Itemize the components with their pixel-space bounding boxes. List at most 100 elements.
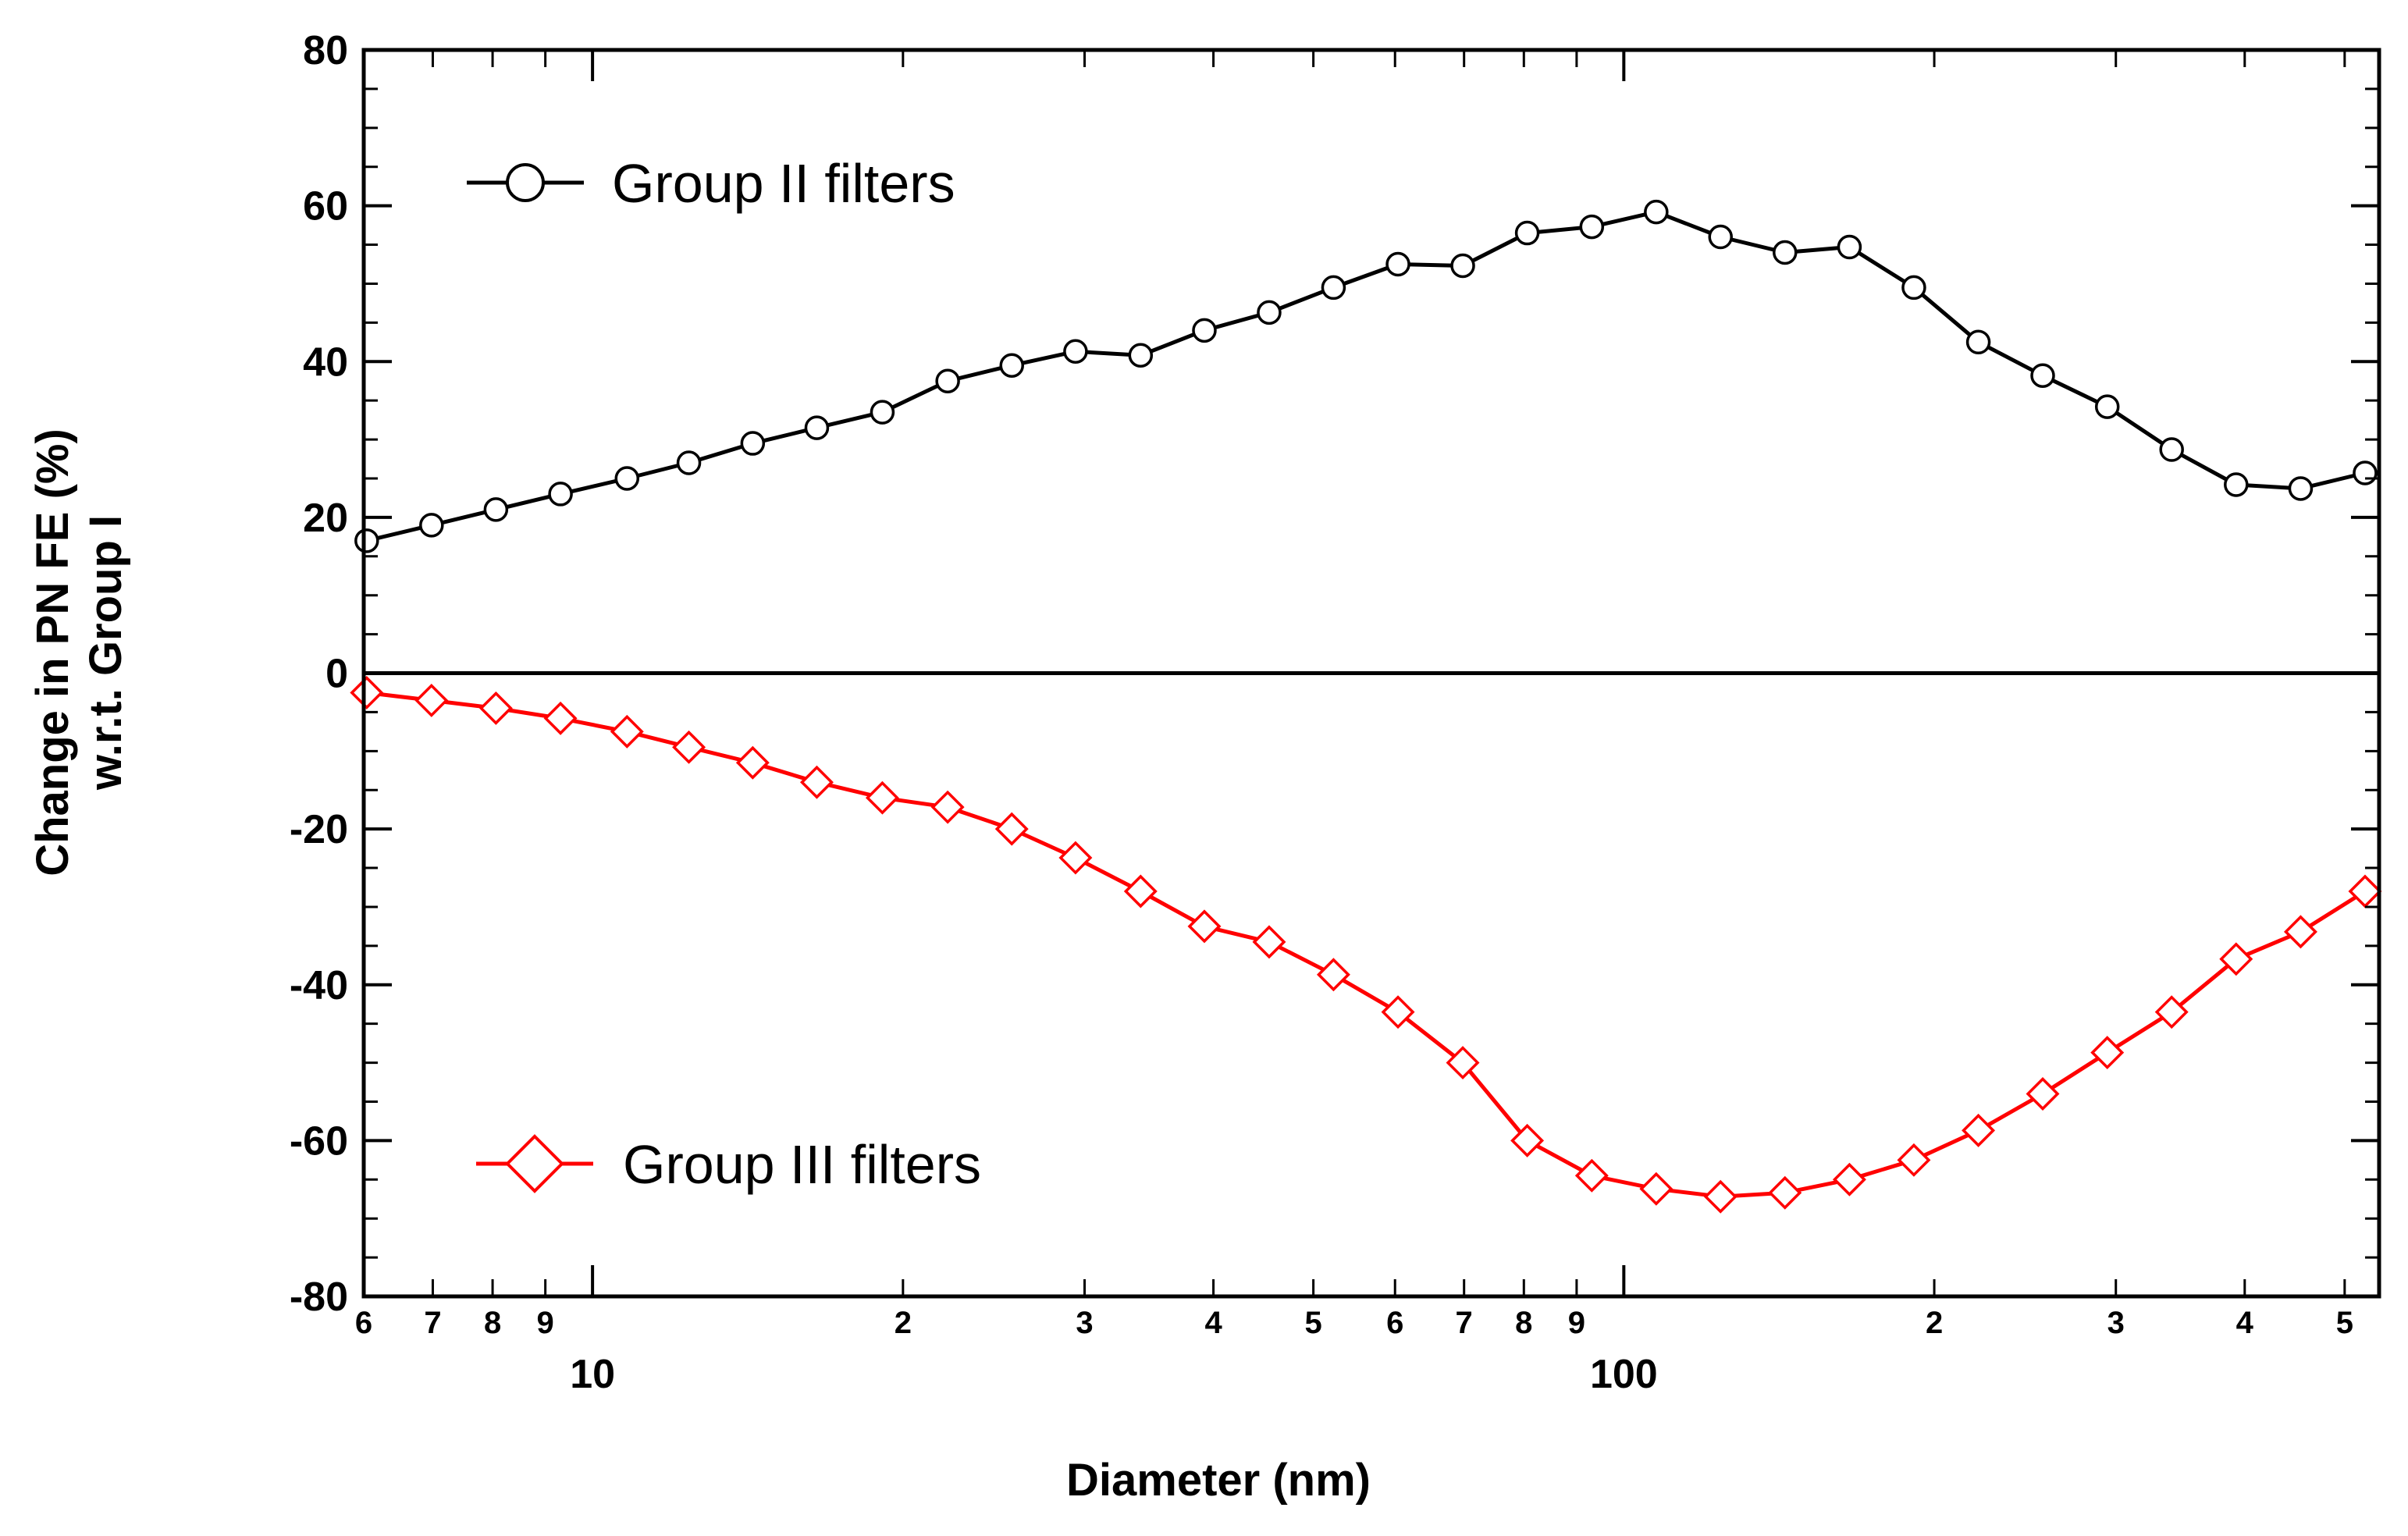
group-iii-filters-point — [1832, 1162, 1866, 1196]
group-iii-filters-point — [1703, 1179, 1738, 1214]
group-iii-filters-point — [414, 683, 449, 717]
y-tick-label: 40 — [303, 340, 348, 385]
group-ii-filters-point — [1514, 220, 1540, 246]
group-iii-filters-point — [350, 675, 384, 709]
group-iii-filters-point — [1316, 958, 1350, 992]
group-ii-filters-point — [870, 400, 895, 425]
group-ii-filters-point — [1450, 253, 1475, 279]
group-ii-filters-point — [999, 353, 1024, 378]
group-iii-filters-point — [1574, 1158, 1609, 1193]
group-iii-filters-point — [478, 691, 513, 725]
group-iii-filters-point — [672, 730, 706, 764]
group-ii-filters-point — [2094, 394, 2120, 419]
group-ii-filters-point — [740, 431, 766, 456]
group-ii-filters-point — [804, 415, 830, 440]
x-major-tick-label: 100 — [1590, 1352, 1658, 1397]
group-iii-filters-point — [1058, 841, 1093, 875]
group-ii-filters-point — [483, 497, 509, 522]
group-ii-filters-point — [419, 513, 444, 538]
x-minor-tick-label: 3 — [2107, 1306, 2125, 1340]
group-ii-filters-point — [2030, 363, 2055, 388]
group-iii-filters-point — [1897, 1143, 1931, 1177]
group-iii-filters-point — [994, 812, 1029, 846]
x-minor-tick-label: 9 — [1568, 1306, 1585, 1340]
group-iii-filters-point — [1252, 925, 1286, 959]
x-minor-tick-label: 8 — [1515, 1306, 1532, 1340]
x-major-tick-label: 10 — [570, 1352, 615, 1397]
x-minor-tick-label: 6 — [355, 1306, 372, 1340]
x-minor-tick-label: 6 — [1386, 1306, 1403, 1340]
group-ii-filters-point — [1901, 275, 1926, 300]
group-iii-filters-point — [2219, 942, 2253, 976]
group-ii-filters-point — [935, 368, 960, 393]
x-minor-tick-label: 7 — [1456, 1306, 1473, 1340]
x-minor-tick-label: 2 — [895, 1306, 912, 1340]
group-ii-filters-point — [1773, 240, 1798, 265]
group-ii-filters-point — [354, 528, 379, 553]
group-iii-filters-point — [543, 701, 578, 735]
group-iii-filters-point — [735, 745, 770, 780]
y-axis-title-line-2: w.r.t. Group I — [80, 515, 131, 791]
group-iii-filters-point — [799, 765, 834, 799]
group-iii-filters-point — [1123, 874, 1158, 908]
group-ii-filters-point — [2353, 460, 2378, 485]
x-minor-tick-label: 5 — [1304, 1306, 1321, 1340]
group-iii-filters-point — [1187, 909, 1222, 944]
group-ii-filters-point — [1837, 234, 1862, 260]
y-tick-label: 60 — [303, 184, 348, 229]
group-iii-filters-point — [1381, 995, 1415, 1029]
group-iii-filters-point — [1639, 1172, 1674, 1206]
group-iii-filters-point — [1510, 1123, 1545, 1157]
group-ii-filters-point — [2159, 437, 2184, 462]
group-ii-filters-point — [1257, 300, 1282, 325]
x-minor-tick-label: 7 — [424, 1306, 441, 1340]
x-axis-title: Diameter (nm) — [1066, 1455, 1371, 1506]
legend-group-iii-label: Group III filters — [623, 1134, 981, 1195]
group-ii-filters-point — [1385, 251, 1410, 277]
x-minor-tick-label: 4 — [2236, 1306, 2254, 1340]
x-minor-tick-label: 8 — [484, 1306, 501, 1340]
y-tick-label: 20 — [303, 496, 348, 541]
x-minor-tick-label: 3 — [1076, 1306, 1093, 1340]
group-ii-filters-point — [614, 466, 640, 491]
legend-group-iii-marker — [505, 1134, 564, 1193]
group-iii-filters-point — [610, 714, 644, 748]
group-iii-filters-point — [2026, 1077, 2060, 1111]
y-tick-label: -60 — [290, 1118, 348, 1164]
x-minor-tick-label: 2 — [1926, 1306, 1943, 1340]
x-minor-tick-label: 4 — [1204, 1306, 1222, 1340]
y-tick-label: 80 — [303, 28, 348, 73]
group-iii-filters-point — [1962, 1113, 1996, 1147]
group-ii-filters-point — [2224, 472, 2249, 497]
x-minor-tick-label: 5 — [2336, 1306, 2353, 1340]
y-tick-label: 0 — [325, 652, 348, 697]
legend-group-ii-label: Group II filters — [612, 153, 955, 214]
group-ii-filters-point — [2288, 476, 2314, 501]
group-ii-filters-point — [1063, 339, 1088, 364]
group-ii-filters-point — [1708, 224, 1733, 250]
legend-group-ii-marker — [506, 163, 545, 202]
group-ii-filters-point — [1128, 343, 1154, 368]
y-tick-label: -80 — [290, 1275, 348, 1320]
group-ii-filters-point — [548, 482, 573, 507]
group-ii-filters-point — [1644, 199, 1669, 225]
group-iii-filters-point — [930, 790, 965, 824]
group-ii-filters-point — [676, 450, 702, 475]
group-iii-filters-point — [2348, 874, 2382, 908]
group-ii-filters-point — [1965, 329, 1991, 355]
y-tick-label: -40 — [290, 963, 348, 1008]
group-iii-filters-point — [2283, 915, 2317, 949]
y-tick-label: -20 — [290, 807, 348, 852]
group-ii-filters-point — [1579, 214, 1605, 240]
group-ii-filters-point — [1192, 318, 1217, 343]
y-axis-title-line-1: Change in PN FE (%) — [27, 428, 78, 876]
group-iii-filters-point — [865, 780, 899, 815]
group-iii-filters-point — [2154, 995, 2189, 1029]
group-iii-filters-point — [2090, 1036, 2125, 1070]
group-iii-filters-point — [1768, 1175, 1802, 1210]
x-minor-tick-label: 9 — [537, 1306, 554, 1340]
group-ii-filters-point — [1321, 275, 1346, 300]
